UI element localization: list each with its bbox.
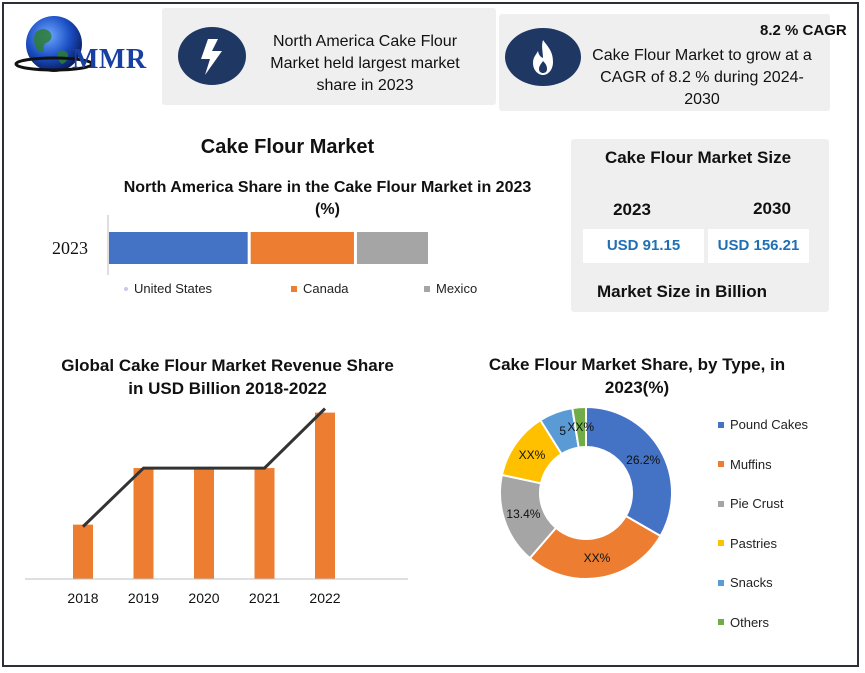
revenue-bar-chart: 2018 2019 2020 2021 2022 xyxy=(25,407,408,606)
logo-text: MMR xyxy=(72,44,147,75)
donut-chart-title: Cake Flour Market Share, by Type, in 202… xyxy=(488,355,786,397)
donut-legend-swatch-pie-crust xyxy=(718,500,724,507)
donut-legend-others: Others xyxy=(718,615,769,630)
donut-legend-label-muffins: Muffins xyxy=(730,456,772,472)
revenue-x-tick-2021: 2021 xyxy=(249,590,280,606)
market-size-value-2030: USD 156.21 xyxy=(708,229,809,263)
box2-line-1: Cake Flour Market to grow at a xyxy=(592,47,812,64)
donut-legend-label-pound-cakes: Pound Cakes xyxy=(730,417,809,432)
legend-item-canada: Canada xyxy=(291,281,349,296)
donut-label-others: XX% xyxy=(567,420,594,434)
legend-label-united-states: United States xyxy=(134,281,213,296)
donut-legend-label-pie-crust: Pie Crust xyxy=(730,496,784,511)
market-size-footer: Market Size in Billion xyxy=(596,282,768,301)
stacked-bar-category-label: 2023 xyxy=(52,238,88,258)
legend-swatch-canada xyxy=(291,285,297,292)
box1-line-1: North America Cake Flour xyxy=(272,33,458,50)
legend-swatch-united-states xyxy=(124,286,128,291)
donut-legend-swatch-others xyxy=(718,619,724,625)
stacked-bar-mexico xyxy=(356,232,428,264)
legend-item-united-states: United States xyxy=(124,281,212,296)
revenue-trend-line xyxy=(81,407,327,528)
box2-line-3: 2030 xyxy=(684,91,720,108)
donut-legend-label-pastries: Pastries xyxy=(730,535,777,551)
legend-item-mexico: Mexico xyxy=(424,281,477,296)
donut-label-snacks: 5 xyxy=(559,424,566,438)
legend-label-mexico: Mexico xyxy=(436,281,478,296)
stacked-bar-united-states xyxy=(109,232,248,264)
donut-legend-pound-cakes: Pound Cakes xyxy=(718,417,808,432)
donut-legend-label-others: Others xyxy=(730,614,770,630)
donut-legend-swatch-muffins xyxy=(718,461,724,467)
market-size-year-2030: 2030 xyxy=(753,199,791,218)
stacked-bar-chart: 2023 xyxy=(52,215,428,275)
legend-swatch-mexico xyxy=(424,285,430,292)
donut-label-pie-crust: 13.4% xyxy=(506,507,540,521)
revenue-bar-2020 xyxy=(194,468,214,579)
revenue-bar-2018 xyxy=(73,524,93,579)
revenue-x-tick-2019: 2019 xyxy=(128,590,159,606)
globe-logo-icon xyxy=(14,16,94,72)
box1-text: North America Cake Flour Market held lar… xyxy=(256,31,474,97)
revenue-x-tick-2022: 2022 xyxy=(309,590,340,606)
donut-legend-swatch-pastries xyxy=(718,540,724,546)
revenue-chart-title: Global Cake Flour Market Revenue Share i… xyxy=(61,356,394,398)
donut-legend-muffins: Muffins xyxy=(718,457,772,472)
flame-icon-badge xyxy=(505,28,581,86)
flame-icon xyxy=(533,40,553,75)
revenue-bar-2022 xyxy=(315,412,335,579)
box2-text: Cake Flour Market to grow at a CAGR of 8… xyxy=(583,45,821,111)
box1-line-3: share in 2023 xyxy=(316,77,414,94)
cagr-badge: 8.2 % CAGR xyxy=(760,22,847,39)
stacked-bar-canada xyxy=(250,232,354,264)
donut-legend-pastries: Pastries xyxy=(718,536,777,551)
donut-legend-pie-crust: Pie Crust xyxy=(718,496,783,511)
revenue-x-tick-2020: 2020 xyxy=(188,590,219,606)
box2-line-2: CAGR of 8.2 % during 2024- xyxy=(600,69,804,86)
donut-legend-swatch-snacks xyxy=(718,579,724,586)
market-size-box xyxy=(571,139,829,312)
donut-legend-label-snacks: Snacks xyxy=(730,575,773,590)
donut-legend-swatch-pound-cakes xyxy=(718,421,724,428)
donut-label-pastries: XX% xyxy=(519,448,546,462)
donut-label-muffins: XX% xyxy=(584,551,611,565)
revenue-bar-2019 xyxy=(133,468,154,579)
box1-line-2: Market held largest market xyxy=(270,55,460,72)
legend-label-canada: Canada xyxy=(303,281,349,296)
donut-label-pound-cakes: 26.2% xyxy=(626,453,660,467)
donut-slice-muffins xyxy=(528,514,662,580)
donut-chart: 26.2%XX%13.4%XX%5 XX% xyxy=(499,405,673,580)
revenue-bar-2021 xyxy=(254,468,275,579)
donut-legend-snacks: Snacks xyxy=(718,575,773,590)
market-size-year-2023: 2023 xyxy=(613,200,651,219)
donut-slice-pound-cakes xyxy=(585,405,673,538)
revenue-x-tick-2018: 2018 xyxy=(67,590,98,606)
lightning-icon-badge xyxy=(178,27,246,85)
main-title: Cake Flour Market xyxy=(200,136,375,158)
market-size-title: Cake Flour Market Size xyxy=(604,148,792,167)
lightning-icon xyxy=(201,39,222,75)
stacked-chart-title: North America Share in the Cake Flour Ma… xyxy=(123,179,532,218)
donut-slice-others xyxy=(571,405,587,449)
market-size-value-2023: USD 91.15 xyxy=(583,229,704,263)
